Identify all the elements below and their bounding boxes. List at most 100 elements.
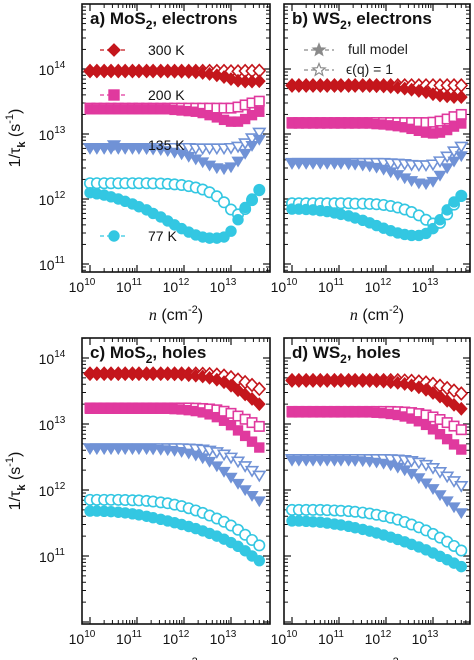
point-full-model-circle (225, 225, 237, 237)
point-full-model-triangle-down (224, 162, 238, 174)
panel-b: 1010 1011 1012 1013 n (cm-2) b) WS2, electron… (271, 3, 471, 324)
point-full-model-triangle-down (426, 484, 440, 496)
point-full-model-triangle-down (238, 485, 252, 497)
point-full-model-triangle-down (217, 466, 231, 478)
y-tick-label: 1013 (39, 125, 66, 143)
panel-title: a) MoS2, electrons (90, 9, 237, 32)
point-eps-one-triangle-down (252, 127, 267, 140)
panel-d: 1010 1011 1012 1013 p (cm-2) d) WS2, holes (271, 337, 471, 660)
model-legend: full model ϵ(q) = 1 (304, 41, 408, 77)
plot-frame (283, 337, 471, 625)
point-full-model-triangle-down (433, 170, 447, 182)
x-tick-label: 1011 (318, 629, 344, 647)
point-eps-one-triangle-down (252, 470, 267, 483)
point-full-model-diamond (252, 74, 266, 89)
point-full-model-triangle-down (217, 164, 231, 176)
x-tick-label: 1013 (210, 629, 237, 647)
point-full-model-triangle-down (231, 478, 245, 490)
point-full-model-square (232, 425, 244, 436)
x-tick-label: 1013 (412, 629, 439, 647)
point-full-model-triangle-down (210, 461, 224, 473)
point-full-model-square (239, 430, 251, 442)
x-tick-label: 1013 (412, 277, 439, 295)
point-full-model-square (441, 433, 453, 445)
x-tick-label: 1012 (365, 277, 392, 295)
legend-label-full-model: full model (348, 41, 408, 57)
point-full-model-triangle-down (433, 490, 447, 502)
point-full-model-diamond (454, 90, 468, 105)
point-eps-one-square (455, 424, 467, 436)
point-full-model-square (456, 444, 467, 455)
panel-title: c) MoS2, holes (90, 343, 206, 366)
x-tick-label: 1011 (116, 629, 142, 647)
point-eps-one-diamond (252, 381, 267, 397)
x-tick-label: 1010 (69, 277, 96, 295)
point-eps-one-circle (253, 539, 266, 552)
x-tick-label: 1013 (210, 277, 237, 295)
point-full-model-triangle-down (454, 151, 468, 163)
point-full-model-triangle-down (447, 156, 461, 168)
point-eps-one-triangle-down (432, 156, 448, 169)
x-axis-title: p (cm-2) (148, 656, 203, 660)
plot-frame (81, 3, 271, 273)
point-full-model-diamond (454, 401, 468, 416)
point-eps-one-square (455, 108, 467, 120)
point-eps-one-triangle-down (454, 141, 469, 154)
point-full-model-triangle-down (245, 490, 259, 502)
point-full-model-square (225, 419, 237, 431)
point-full-model-diamond (224, 72, 238, 87)
x-tick-label: 1010 (69, 629, 96, 647)
point-full-model-triangle-down (419, 478, 433, 490)
legend-label-eps-one: ϵ(q) = 1 (346, 61, 393, 77)
legend-label: 200 K (148, 87, 185, 103)
legend-label: 77 K (148, 228, 177, 244)
x-tick-label: 1010 (271, 629, 298, 647)
panel-title: d) WS2, holes (292, 343, 401, 366)
x-axis-title: p (cm-2) (349, 656, 404, 660)
legend-label: 300 K (148, 42, 185, 58)
star-filled-icon (311, 42, 327, 57)
point-full-model-triangle-down (245, 141, 259, 152)
x-tick-label: 1011 (318, 277, 344, 295)
legend-marker-triangle-down (106, 140, 122, 152)
point-full-model-triangle-down (252, 496, 266, 508)
point-eps-one-square (253, 95, 265, 107)
point-full-model-diamond (224, 378, 238, 393)
y-axis-title: 1/τk (s-1) (4, 109, 28, 168)
temperature-legend: 300 K 200 K 135 K 77 K (100, 42, 185, 244)
legend-label: 135 K (148, 137, 185, 153)
point-full-model-square (254, 442, 265, 453)
point-eps-one-triangle-down (454, 480, 469, 493)
point-full-model-diamond (252, 397, 266, 412)
x-tick-label: 1012 (163, 629, 190, 647)
point-full-model-diamond (245, 391, 259, 406)
point-full-model-square (254, 106, 265, 117)
y-tick-label: 1011 (39, 547, 65, 565)
point-full-model-triangle-down (252, 134, 266, 146)
data-markers (82, 366, 267, 567)
y-tick-label: 1012 (39, 190, 66, 208)
panel-title: b) WS2, electrons (292, 9, 432, 32)
y-tick-label: 1014 (39, 349, 66, 367)
point-full-model-square (246, 436, 258, 447)
y-tick-label: 1011 (39, 255, 65, 273)
x-axis-title: n (cm-2) (149, 304, 203, 324)
y-tick-label: 1014 (39, 60, 66, 78)
y-tick-label: 1013 (39, 415, 66, 433)
legend-marker-diamond (107, 43, 121, 57)
point-full-model-triangle-down (440, 496, 454, 508)
point-eps-one-triangle-down (425, 159, 441, 172)
data-markers (284, 77, 469, 242)
point-full-model-triangle-down (231, 156, 245, 168)
point-full-model-circle (232, 214, 244, 226)
point-full-model-circle (246, 193, 258, 205)
point-eps-one-circle (218, 196, 231, 209)
data-markers (82, 63, 267, 244)
point-full-model-triangle-down (224, 472, 238, 484)
legend-marker-square (108, 89, 120, 101)
point-eps-one-square (253, 420, 265, 432)
point-full-model-circle (253, 554, 265, 567)
point-full-model-square (456, 118, 467, 129)
y-axis-title: 1/τk (s-1) (4, 452, 28, 511)
